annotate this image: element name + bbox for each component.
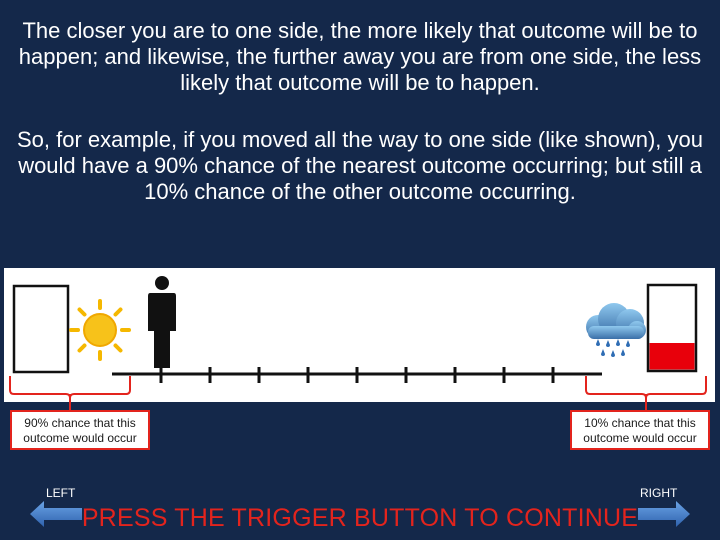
scale-line: [112, 367, 602, 383]
outcome-scale-panel: [4, 268, 715, 402]
right-arrow-icon[interactable]: [636, 500, 690, 528]
left-chance-callout: 90% chance that this outcome would occur: [10, 410, 150, 450]
left-arrow-icon[interactable]: [30, 500, 84, 528]
person-icon: [148, 276, 176, 368]
sun-icon: [69, 299, 131, 361]
right-outcome-meter-fill: [649, 343, 695, 370]
instruction-paragraph-2: So, for example, if you moved all the wa…: [16, 127, 703, 204]
bracket-stems: [69, 394, 647, 410]
rain-cloud-icon: [586, 303, 646, 357]
right-label: RIGHT: [640, 486, 678, 500]
instruction-paragraph-1: The closer you are to one side, the more…: [18, 18, 702, 95]
continue-prompt: PRESS THE TRIGGER BUTTON TO CONTINUE: [81, 504, 639, 532]
right-chance-callout: 10% chance that this outcome would occur: [570, 410, 710, 450]
left-label: LEFT: [46, 486, 76, 500]
left-outcome-meter: [12, 284, 70, 374]
right-outcome-meter: [646, 283, 698, 373]
